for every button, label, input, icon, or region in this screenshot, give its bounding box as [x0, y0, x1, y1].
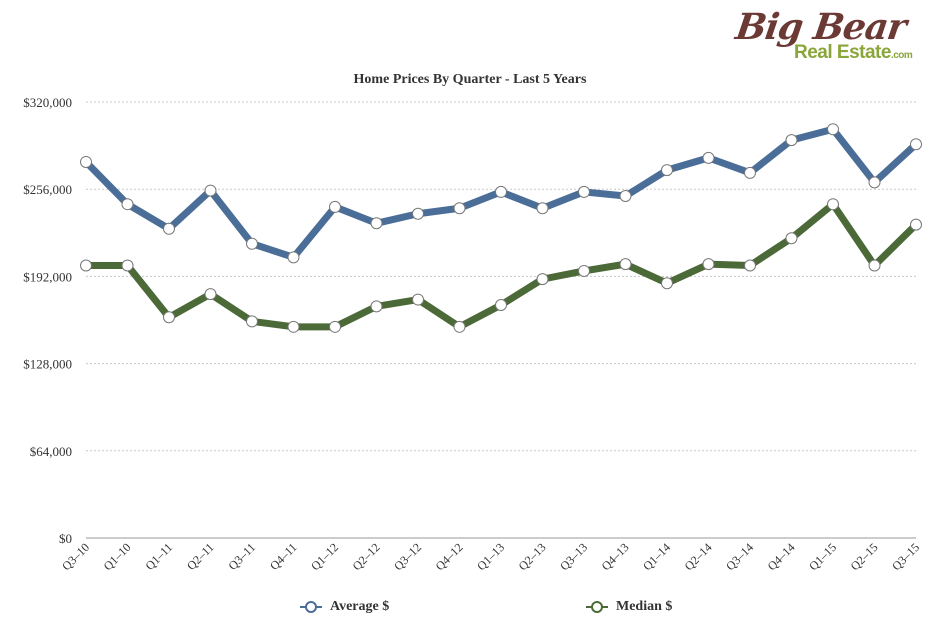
x-tick-label: Q1–11 — [142, 540, 175, 573]
legend-median-label: Median $ — [616, 599, 673, 614]
average-data-point — [370, 217, 383, 230]
x-tick-label: Q1–10 — [101, 540, 134, 573]
average-data-point — [412, 207, 424, 220]
legend-item-median[interactable]: Median $ — [586, 596, 672, 618]
logo-com-label: .com — [890, 50, 913, 61]
average-data-point — [868, 176, 881, 189]
average-data-point — [453, 202, 466, 215]
chart-legend: Average $ Median $ — [0, 596, 940, 618]
median-data-point — [702, 258, 715, 271]
average-data-point — [246, 237, 258, 250]
x-tick-label: Q1–12 — [308, 540, 341, 573]
y-tick-label: $64,000 — [30, 444, 72, 459]
average-data-point — [744, 166, 756, 179]
chart-title: Home Prices By Quarter - Last 5 Years — [353, 72, 587, 87]
x-tick-label: Q3–14 — [723, 540, 756, 573]
median-data-point — [453, 320, 466, 333]
logo-sub-text: Real Estate.com — [794, 42, 913, 64]
median-data-point — [163, 311, 175, 324]
median-data-point — [287, 320, 300, 333]
average-data-point — [287, 251, 300, 264]
average-data-point — [578, 185, 590, 198]
x-tick-label: Q3–12 — [391, 540, 424, 573]
average-data-point — [785, 134, 798, 147]
average-data-point — [80, 155, 92, 168]
median-data-point — [910, 218, 922, 231]
average-data-point — [827, 123, 839, 136]
average-data-point — [121, 198, 134, 211]
x-tick-label: Q1–14 — [640, 540, 673, 573]
x-tick-label: Q1–13 — [474, 540, 507, 573]
x-tick-label: Q4–11 — [267, 540, 300, 573]
legend-median-marker-icon — [586, 601, 608, 613]
x-tick-label: Q2–13 — [516, 540, 549, 573]
median-data-point — [536, 273, 549, 286]
x-tick-label: Q3–15 — [889, 540, 922, 573]
median-data-point — [661, 277, 673, 290]
median-data-point — [868, 259, 881, 272]
average-data-point — [163, 222, 175, 235]
median-data-point — [412, 293, 424, 306]
median-data-point — [204, 288, 217, 301]
median-data-point — [827, 198, 839, 211]
median-data-point — [329, 320, 341, 333]
x-tick-label: Q3–11 — [225, 540, 258, 573]
median-data-point — [744, 259, 756, 272]
x-tick-label: Q2–12 — [350, 540, 383, 573]
brand-logo: Big Bear Real Estate.com — [730, 6, 930, 68]
y-tick-label: $320,000 — [23, 95, 72, 110]
average-data-point — [495, 185, 507, 198]
median-data-point — [578, 264, 590, 277]
median-data-point — [246, 315, 258, 328]
x-tick-label: Q1–15 — [806, 540, 839, 573]
y-tick-label: $0 — [59, 531, 72, 546]
x-tick-label: Q4–13 — [599, 540, 632, 573]
legend-item-average[interactable]: Average $ — [300, 596, 389, 618]
median-data-point — [495, 299, 507, 312]
median-data-point — [121, 259, 134, 272]
average-data-point — [619, 190, 632, 203]
average-data-point — [661, 164, 673, 177]
x-tick-label: Q2–11 — [184, 540, 217, 573]
median-data-point — [785, 232, 798, 245]
y-tick-label: $128,000 — [23, 357, 72, 372]
median-data-point — [370, 300, 383, 313]
x-tick-label: Q2–14 — [682, 540, 715, 573]
x-tick-label: Q2–15 — [848, 540, 881, 573]
average-data-point — [204, 184, 217, 197]
median-data-point — [619, 258, 632, 271]
average-data-point — [329, 200, 341, 213]
x-tick-label: Q4–14 — [765, 540, 798, 573]
average-data-point — [536, 202, 549, 215]
x-tick-label: Q3–13 — [557, 540, 590, 573]
y-tick-label: $256,000 — [23, 182, 72, 197]
average-data-point — [910, 138, 922, 151]
legend-average-marker-icon — [300, 601, 322, 613]
median-data-point — [80, 259, 92, 272]
y-tick-label: $192,000 — [23, 269, 72, 284]
average-data-point — [702, 151, 715, 164]
x-tick-label: Q4–12 — [433, 540, 466, 573]
logo-sub-label: Real Estate — [794, 42, 891, 63]
legend-average-label: Average $ — [330, 599, 390, 614]
